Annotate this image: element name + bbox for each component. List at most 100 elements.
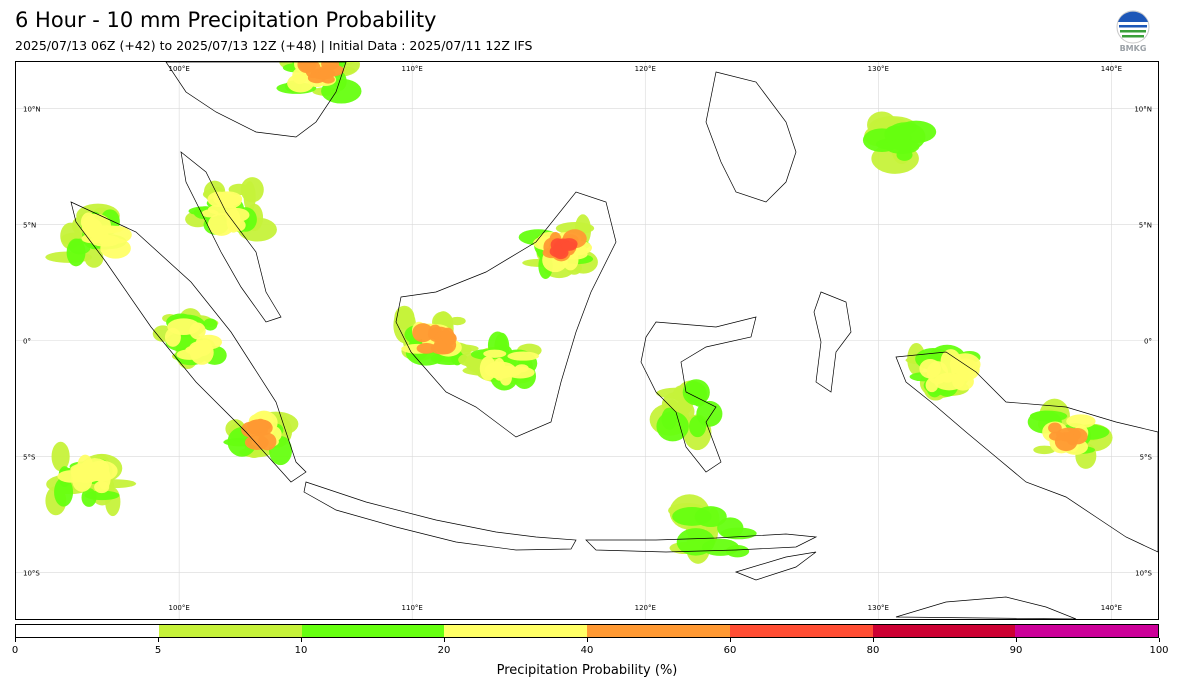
logo-text: BMKG [1119, 44, 1147, 53]
malay-peninsula-coastline [180, 151, 282, 323]
precip-cell [333, 71, 347, 91]
lat-label-left: 10°S [23, 570, 40, 578]
lat-label-right: 5°N [1139, 221, 1152, 229]
lat-label-right: 0° [1144, 338, 1152, 346]
lat-label-left: 0° [23, 338, 31, 346]
colorbar-segment [158, 625, 302, 637]
colorbar-segment [1015, 625, 1158, 637]
precip-area-borneo-west [393, 305, 479, 366]
java-coastline [303, 481, 577, 551]
colorbar-segment [16, 625, 159, 637]
precip-cell [412, 323, 434, 343]
maluku-coastline [813, 291, 852, 393]
bmkg-logo-icon [1116, 10, 1150, 44]
philippines-coastline [705, 71, 797, 203]
precip-cell [952, 372, 974, 391]
precip-cell [176, 349, 203, 360]
colorbar-tick [158, 638, 159, 642]
colorbar-tick [730, 638, 731, 642]
map-panel: 100°E 100°E 110°E 110°E 120°E 120°E 130°E 130°E… [15, 61, 1159, 620]
precip-cell [164, 327, 181, 347]
colorbar-tick-label: 5 [154, 645, 162, 656]
precip-area-indian-ocean-west [45, 441, 137, 517]
colorbar-tick [1159, 638, 1160, 642]
mainland-asia-coastline [165, 62, 347, 138]
lon-label-bottom: 130°E [868, 604, 889, 612]
precip-cell [80, 212, 97, 233]
precip-cell [676, 528, 715, 556]
bmkg-logo: BMKG [1114, 10, 1152, 56]
colorbar-ticks: 0 5 10 20 40 60 80 90 100 [11, 638, 1169, 658]
colorbar-tick [1016, 638, 1017, 642]
precip-cell [287, 73, 314, 93]
lon-label-bottom: 120°E [635, 604, 656, 612]
precip-cell [441, 327, 455, 345]
precip-cell [885, 139, 920, 154]
lon-label-top: 110°E [402, 65, 423, 73]
colorbar-tick-label: 10 [294, 645, 308, 656]
precip-cell [416, 342, 437, 354]
precip-area-sumatra-central [152, 308, 227, 369]
lon-label-bottom: 140°E [1101, 604, 1122, 612]
precip-cell [307, 72, 326, 84]
precip-area-bird-head [905, 342, 981, 401]
precip-area-sumatra-south [223, 410, 299, 466]
precip-cell [51, 441, 70, 472]
precipitation-map: 100°E 100°E 110°E 110°E 120°E 120°E 130°E 130°E… [16, 62, 1158, 619]
colorbar-tick-label: 90 [1009, 645, 1023, 656]
precip-cell [54, 477, 74, 507]
precip-cell [77, 454, 94, 477]
precip-cell [201, 209, 219, 218]
borneo-coastline [395, 191, 617, 438]
colorbar-tick-label: 100 [1149, 645, 1169, 656]
precip-cell [321, 62, 340, 70]
precip-area-papua [1027, 398, 1113, 469]
precip-cell [561, 241, 577, 251]
precip-cell [244, 435, 269, 450]
lon-label-bottom: 110°E [402, 604, 423, 612]
precip-cell [84, 248, 104, 268]
colorbar-tick [444, 638, 445, 642]
coastlines [70, 62, 1158, 619]
colorbar [15, 624, 1159, 638]
map-title: 6 Hour - 10 mm Precipitation Probability [15, 8, 437, 32]
colorbar-tick-label: 0 [11, 645, 19, 656]
precipitation-field [45, 62, 1113, 564]
precip-cell [696, 400, 723, 427]
colorbar-tick-label: 60 [723, 645, 737, 656]
lat-label-right: 5°S [1140, 454, 1153, 462]
precip-cell [1066, 414, 1096, 429]
precip-cell [241, 421, 260, 438]
lat-label-right: 10°N [1134, 105, 1152, 113]
precip-cell [81, 488, 97, 507]
colorbar-label: Precipitation Probability (%) [496, 663, 678, 678]
precip-cell [1033, 445, 1056, 455]
map-subtitle: 2025/07/13 06Z (+42) to 2025/07/13 12Z (… [15, 38, 533, 53]
colorbar-segment [587, 625, 730, 637]
precip-area-sulawesi [649, 379, 723, 451]
colorbar-tick [587, 638, 588, 642]
precip-cell [198, 339, 213, 354]
nusa-tenggara-coastline [585, 533, 818, 553]
colorbar-segment [444, 625, 587, 637]
precip-cell [694, 506, 727, 528]
colorbar-tick-label: 20 [437, 645, 451, 656]
lat-label-left: 5°S [23, 454, 36, 462]
lon-label-top: 140°E [1101, 65, 1122, 73]
precip-area-pacific-northeast [862, 111, 937, 174]
colorbar-tick [15, 638, 16, 642]
sumatra-coastline [70, 201, 307, 483]
papua-coastline [895, 351, 1158, 553]
colorbar-segment [729, 625, 873, 637]
colorbar-segment [872, 625, 1016, 637]
lon-label-top: 120°E [635, 65, 656, 73]
lat-label-right: 10°S [1135, 570, 1152, 578]
precip-cell [1048, 431, 1065, 441]
precip-cell [661, 407, 677, 430]
colorbar-tick-label: 80 [866, 645, 880, 656]
sulawesi-coastline [640, 316, 757, 473]
lat-label-left: 10°N [23, 105, 41, 113]
lon-label-bottom: 100°E [168, 604, 189, 612]
axis-labels: 100°E 100°E 110°E 110°E 120°E 120°E 130°E 130°E… [23, 65, 1153, 612]
lon-label-top: 100°E [168, 65, 189, 73]
